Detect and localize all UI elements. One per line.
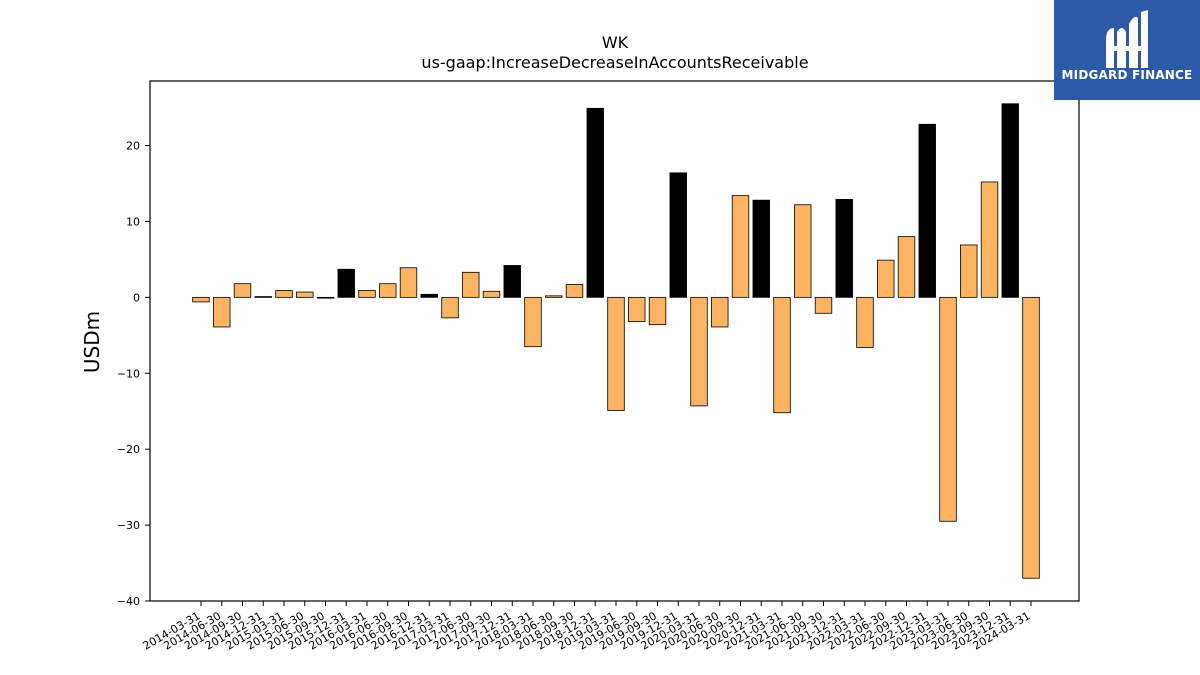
bar-2014-09-30 (233, 283, 252, 298)
bar-2014-03-31 (192, 296, 210, 303)
chart-subtitle: us-gaap:IncreaseDecreaseInAccountsReceiv… (421, 53, 808, 72)
mf-monogram-icon (1106, 10, 1148, 68)
bar-2015-09-30 (316, 296, 335, 299)
bar-2019-09-30 (648, 296, 667, 326)
bar-2021-12-31 (835, 199, 853, 298)
bar-2021-06-30 (794, 204, 812, 298)
bar-2016-12-31 (420, 293, 438, 298)
bar-2022-09-30 (897, 236, 916, 298)
bar-2020-09-30 (731, 195, 750, 298)
bar-2019-06-30 (628, 296, 646, 323)
bar-2015-03-31 (275, 290, 293, 298)
bar-2018-12-31 (586, 107, 604, 298)
bars-group (192, 103, 1040, 579)
bar-2019-12-31 (669, 172, 687, 298)
bar-2018-09-30 (565, 284, 584, 298)
bar-2023-03-31 (939, 296, 957, 522)
bar-2018-03-31 (524, 296, 542, 348)
bar-2016-06-30 (379, 283, 397, 298)
y-axis-label: USDm (80, 311, 104, 373)
bar-2017-09-30 (482, 290, 501, 298)
bar-2022-12-31 (918, 123, 936, 298)
y-tick-label: 10 (126, 215, 140, 228)
y-tick-label: −30 (117, 519, 140, 532)
bar-2019-03-31 (607, 296, 625, 411)
midgard-finance-logo: MIDGARD FINANCE (1054, 0, 1200, 100)
y-tick-label: 20 (126, 140, 140, 153)
y-tick-label: 0 (133, 291, 140, 304)
bar-2024-03-31 (1022, 296, 1040, 579)
bar-2014-12-31 (254, 296, 272, 298)
bar-2020-06-30 (711, 296, 729, 328)
y-axis: 20 10 0 −10 −20 −30 −40 (117, 140, 150, 608)
y-tick-label: −40 (117, 595, 140, 608)
bar-2017-06-30 (462, 271, 480, 298)
bar-2016-09-30 (399, 267, 418, 298)
bar-2018-06-30 (545, 295, 563, 298)
bar-2023-06-30 (960, 244, 978, 298)
bar-2015-12-31 (337, 268, 355, 298)
y-tick-label: −10 (117, 367, 140, 380)
bar-2020-12-31 (752, 199, 770, 298)
bar-2021-03-31 (773, 296, 791, 414)
bar-2023-09-30 (980, 181, 999, 298)
x-axis: 2014-03-312014-06-302014-09-302014-12-31… (141, 601, 1033, 653)
bar-2014-06-30 (213, 296, 231, 328)
chart-title: WK (602, 33, 629, 52)
bar-2016-03-31 (358, 290, 376, 298)
bar-2023-12-31 (1001, 103, 1019, 298)
bar-2022-06-30 (877, 259, 895, 298)
bar-2021-09-30 (814, 296, 833, 314)
bar-2020-03-31 (690, 296, 708, 407)
bar-2022-03-31 (856, 296, 874, 348)
y-tick-label: −20 (117, 443, 140, 456)
plot-frame (149, 80, 1080, 602)
bar-2017-03-31 (441, 296, 459, 319)
bar-2015-06-30 (296, 291, 314, 298)
bar-2017-12-31 (503, 265, 521, 298)
logo-text: MIDGARD FINANCE (1061, 68, 1193, 82)
